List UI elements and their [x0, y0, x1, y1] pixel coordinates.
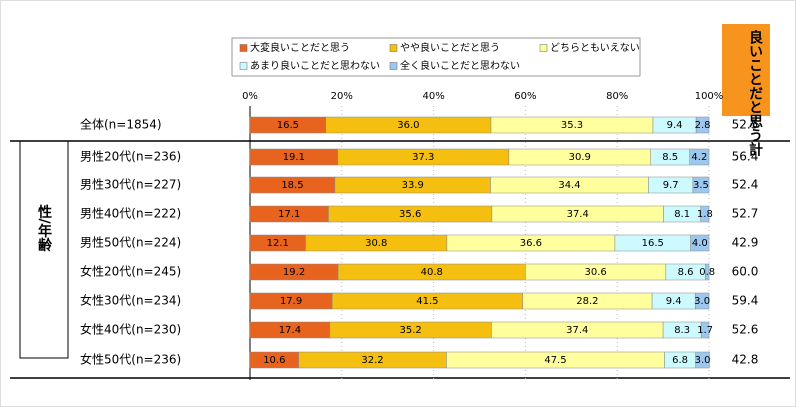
- data-label: 19.2: [283, 267, 305, 278]
- group-box: [19, 140, 69, 359]
- data-label: 0.8: [699, 267, 715, 278]
- category-label: 全体(n=1854): [80, 117, 162, 132]
- group-label: 性/年齢: [36, 204, 52, 253]
- legend-swatch: [389, 62, 398, 70]
- data-label: 36.6: [520, 238, 542, 249]
- bar-segment: [692, 176, 710, 194]
- data-label: 8.5: [662, 152, 678, 163]
- data-label: 9.4: [666, 296, 682, 307]
- category-label: 女性30代(n=234): [80, 293, 181, 308]
- data-label: 18.5: [281, 180, 303, 191]
- category-label: 男性50代(n=224): [80, 236, 181, 250]
- category-label: 男性30代(n=227): [80, 178, 181, 192]
- category-label: 男性20代(n=236): [80, 150, 181, 164]
- data-label: 37.4: [566, 325, 588, 336]
- data-label: 33.9: [402, 180, 424, 191]
- bar-segment: [700, 205, 710, 223]
- data-label: 16.5: [277, 120, 299, 131]
- category-label: 女性50代(n=236): [80, 352, 181, 367]
- data-label: 47.5: [544, 355, 566, 366]
- bar-segment: [695, 116, 710, 134]
- legend-label: あまり良いことだと思わない: [250, 59, 380, 72]
- bar-segment: [695, 351, 710, 369]
- data-label: 3.0: [695, 355, 711, 366]
- data-label: 4.2: [691, 152, 707, 163]
- data-label: 12.1: [267, 238, 289, 249]
- legend-label: やや良いことだと思う: [400, 41, 500, 54]
- legend-swatch: [389, 44, 398, 52]
- category-label: 男性40代(n=222): [80, 207, 181, 221]
- data-label: 36.0: [397, 120, 419, 131]
- data-label: 30.6: [584, 267, 606, 278]
- data-label: 17.4: [279, 325, 301, 336]
- data-label: 9.7: [663, 180, 679, 191]
- data-label: 16.5: [642, 238, 664, 249]
- bar-segment: [694, 292, 710, 310]
- data-label: 37.4: [567, 209, 589, 220]
- data-label: 35.6: [399, 209, 421, 220]
- total-label: 60.0: [732, 265, 759, 279]
- x-tick-label: 80%: [606, 91, 628, 102]
- data-label: 34.4: [558, 180, 580, 191]
- bar-segment: [689, 148, 710, 166]
- data-label: 1.8: [697, 209, 713, 220]
- data-label: 17.9: [280, 296, 302, 307]
- data-label: 40.8: [421, 267, 443, 278]
- data-label: 8.6: [678, 267, 694, 278]
- category-label: 女性40代(n=230): [80, 322, 181, 337]
- data-label: 35.2: [400, 325, 422, 336]
- data-label: 19.1: [283, 152, 305, 163]
- data-label: 8.3: [674, 325, 690, 336]
- legend-label: 大変良いことだと思う: [250, 41, 350, 54]
- total-label: 56.4: [732, 150, 759, 164]
- legend-box: [231, 37, 641, 77]
- total-label: 59.4: [732, 294, 759, 308]
- total-label: 42.9: [732, 236, 759, 250]
- data-label: 4.0: [692, 238, 708, 249]
- total-label: 52.6: [732, 323, 759, 337]
- data-label: 30.9: [569, 152, 591, 163]
- total-label: 42.8: [732, 353, 759, 367]
- x-tick-label: 0%: [242, 91, 258, 102]
- bar-segment: [690, 234, 710, 252]
- data-label: 37.3: [412, 152, 434, 163]
- data-label: 17.1: [278, 209, 300, 220]
- x-tick-label: 20%: [331, 91, 353, 102]
- total-label: 52.5: [732, 118, 759, 132]
- data-label: 3.5: [693, 180, 709, 191]
- total-header-box: [722, 24, 770, 116]
- data-label: 3.0: [694, 296, 710, 307]
- data-label: 35.3: [561, 120, 583, 131]
- legend-swatch: [239, 62, 248, 70]
- total-header: 良いことだと思う計: [747, 29, 763, 157]
- category-label: 女性20代(n=245): [80, 264, 181, 279]
- data-label: 1.7: [697, 325, 713, 336]
- data-label: 28.2: [576, 296, 598, 307]
- x-tick-label: 100%: [695, 91, 724, 102]
- bar-segment: [705, 263, 710, 281]
- data-label: 9.4: [667, 120, 683, 131]
- legend-label: 全く良いことだと思わない: [400, 59, 520, 72]
- data-label: 2.8: [695, 120, 711, 131]
- x-tick-label: 40%: [422, 91, 444, 102]
- data-label: 41.5: [416, 296, 438, 307]
- bar-segment: [700, 321, 710, 339]
- legend-label: どちらともいえない: [550, 42, 640, 54]
- data-label: 32.2: [361, 355, 383, 366]
- total-label: 52.4: [732, 178, 759, 192]
- total-label: 52.7: [732, 207, 759, 221]
- data-label: 10.6: [263, 355, 285, 366]
- data-label: 8.1: [674, 209, 690, 220]
- legend-swatch: [239, 44, 248, 52]
- data-label: 30.8: [365, 238, 387, 249]
- x-tick-label: 60%: [514, 91, 536, 102]
- legend-swatch: [539, 44, 548, 52]
- data-label: 6.8: [672, 355, 688, 366]
